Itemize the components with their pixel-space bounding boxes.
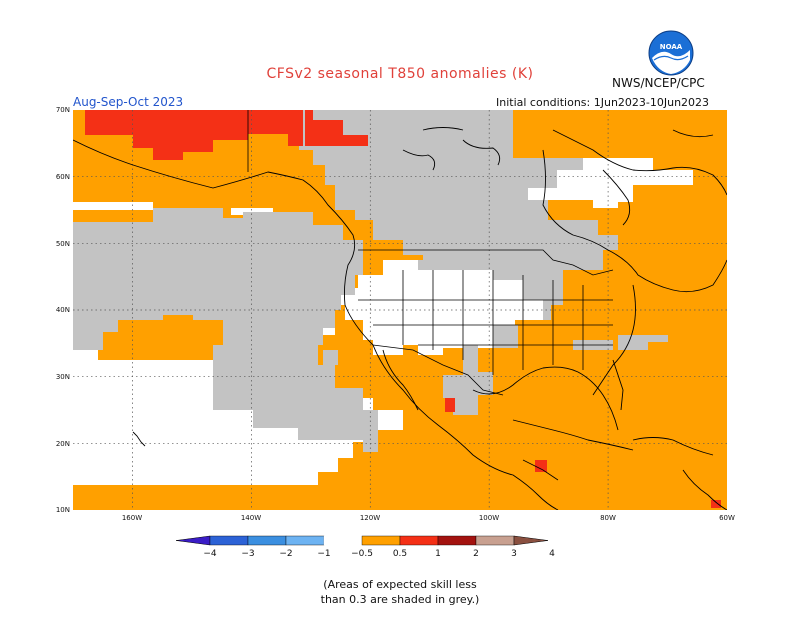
legend-label: 4 — [549, 549, 555, 559]
lon-label: 120W — [359, 514, 381, 522]
legend-label: −4 — [203, 549, 217, 559]
legend-label: 2 — [473, 549, 479, 559]
legend-label: 1 — [435, 549, 441, 559]
grey-region-canada — [287, 110, 618, 320]
legend-swatch — [323, 535, 363, 546]
white-region-west-us — [331, 260, 543, 355]
legend-swatch — [285, 535, 325, 546]
legend-label: −2 — [279, 549, 292, 559]
initial-conditions: Initial conditions: 1Jun2023-10Jun2023 — [496, 96, 710, 109]
legend-label: 0.5 — [393, 549, 407, 559]
coastlines — [73, 127, 727, 510]
red-region-siberia-alaska — [85, 110, 303, 160]
legend-swatch — [475, 535, 515, 546]
legend-swatch — [247, 535, 287, 546]
legend-swatch — [437, 535, 477, 546]
anomaly-map — [73, 110, 727, 510]
lat-label: 10N — [55, 506, 70, 514]
lon-label: 60W — [719, 514, 735, 522]
grey-region-pacific — [73, 208, 378, 452]
lat-label: 20N — [55, 440, 70, 448]
lon-label: 140W — [240, 514, 262, 522]
logo-text: NOAA — [660, 43, 683, 51]
legend-label: −3 — [241, 549, 254, 559]
lat-label: 70N — [55, 106, 70, 114]
color-legend: −4 −3 −2 −1 −0.5 0.5 1 2 3 4 — [175, 535, 555, 559]
noaa-logo: NOAA — [648, 30, 694, 76]
legend-arrow-low — [175, 535, 211, 546]
legend-swatch — [209, 535, 249, 546]
footnote-line-2: than 0.3 are shaded in grey.) — [320, 593, 480, 606]
forecast-period: Aug-Sep-Oct 2023 — [73, 95, 184, 109]
legend-label: −0.5 — [351, 549, 373, 559]
footnote-line-1: (Areas of expected skill less — [323, 578, 477, 591]
lon-label: 100W — [478, 514, 500, 522]
lat-label: 60N — [55, 173, 70, 181]
graticule — [73, 110, 727, 510]
agency-label: NWS/NCEP/CPC — [612, 76, 705, 90]
boundaries — [247, 110, 614, 481]
lat-label: 40N — [55, 306, 70, 314]
legend-label: 3 — [511, 549, 517, 559]
map-title: CFSv2 seasonal T850 anomalies (K) — [266, 66, 534, 82]
lon-label: 80W — [600, 514, 616, 522]
lat-label: 50N — [55, 240, 70, 248]
lat-label: 30N — [55, 373, 70, 381]
legend-swatch — [361, 535, 401, 546]
legend-label: −1 — [317, 549, 330, 559]
footnote: (Areas of expected skill less than 0.3 a… — [0, 577, 800, 607]
lon-label: 160W — [121, 514, 143, 522]
legend-swatch — [399, 535, 439, 546]
legend-arrow-high — [513, 535, 549, 546]
